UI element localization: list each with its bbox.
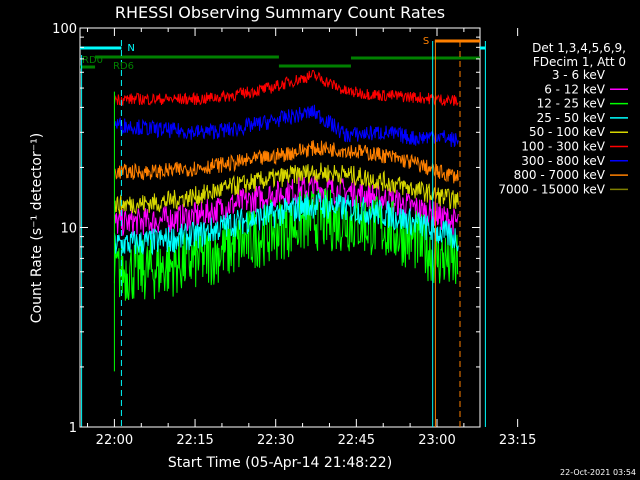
legend: Det 1,3,4,5,6,9, FDecim 1, Att 0 3 - 6 k… xyxy=(498,41,628,196)
series-line xyxy=(114,175,459,236)
flag-label: S xyxy=(423,36,429,47)
legend-entry-label: 300 - 800 keV xyxy=(521,154,605,168)
x-tick-label: 23:15 xyxy=(499,433,536,448)
legend-entry-label: 6 - 12 keV xyxy=(544,82,606,96)
legend-entry-label: 50 - 100 keV xyxy=(529,125,606,139)
legend-entry-label: 3 - 6 keV xyxy=(552,68,606,82)
y-axis-label: Count Rate (s⁻¹ detector⁻¹) xyxy=(29,133,45,323)
x-tick-label: 23:00 xyxy=(418,433,455,448)
legend-title-line-2: FDecim 1, Att 0 xyxy=(533,55,626,69)
legend-entry-label: 12 - 25 keV xyxy=(537,97,606,111)
series-line xyxy=(113,162,459,215)
flag-label: RD0 xyxy=(82,55,103,66)
series-line xyxy=(114,140,459,184)
flag-label: RD6 xyxy=(113,61,134,72)
y-tick-label: 10 xyxy=(60,222,77,237)
legend-entry-label: 7000 - 15000 keV xyxy=(498,182,605,196)
tick-layer: 1 10 100 22:00 22:15 22:30 22:45 23:00 23:15 xyxy=(52,22,536,448)
series-line xyxy=(113,192,459,256)
x-axis-label: Start Time (05-Apr-14 21:48:22) xyxy=(168,455,392,471)
date-stamp: 22-Oct-2021 03:54 xyxy=(560,468,636,477)
legend-entry-label: 800 - 7000 keV xyxy=(514,168,606,182)
x-tick-label: 22:30 xyxy=(257,433,294,448)
series-line xyxy=(113,104,459,148)
legend-entry-label: 100 - 300 keV xyxy=(521,140,605,154)
series-line xyxy=(113,69,459,107)
flag-layer: RD0 RD6 N S xyxy=(80,36,486,427)
x-tick-label: 22:15 xyxy=(176,433,213,448)
legend-entry-label: 25 - 50 keV xyxy=(537,111,606,125)
x-tick-label: 22:45 xyxy=(338,433,375,448)
flag-label: N xyxy=(127,43,134,54)
chart-title: RHESSI Observing Summary Count Rates xyxy=(115,3,445,22)
y-tick-label: 100 xyxy=(52,22,77,37)
y-tick-label: 1 xyxy=(69,421,77,436)
x-tick-label: 22:00 xyxy=(96,433,133,448)
series-layer xyxy=(113,69,459,372)
legend-title-line-1: Det 1,3,4,5,6,9, xyxy=(532,41,626,55)
